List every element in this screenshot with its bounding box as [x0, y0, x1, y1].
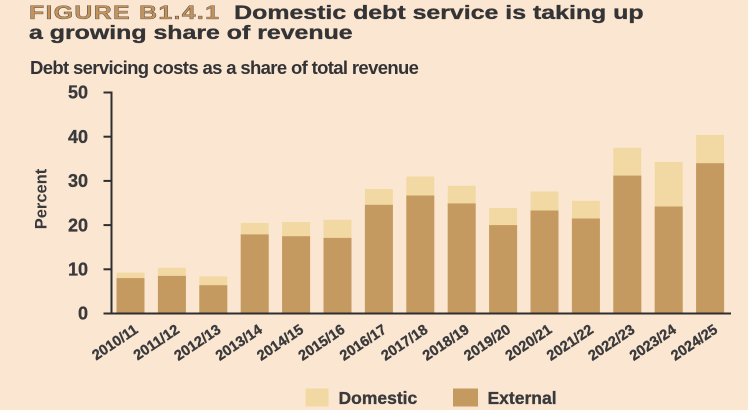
svg-text:2022/23: 2022/23	[586, 322, 638, 365]
svg-text:40: 40	[68, 127, 88, 147]
svg-text:2012/13: 2012/13	[172, 322, 224, 365]
svg-text:2014/15: 2014/15	[254, 322, 306, 365]
svg-text:2019/20: 2019/20	[461, 322, 513, 365]
svg-text:External: External	[488, 388, 557, 408]
svg-text:2016/17: 2016/17	[337, 322, 389, 365]
svg-text:0: 0	[78, 304, 88, 324]
svg-text:10: 10	[68, 260, 88, 280]
svg-text:Domestic: Domestic	[339, 388, 418, 408]
svg-text:2013/14: 2013/14	[213, 322, 265, 365]
svg-text:2010/11: 2010/11	[89, 322, 141, 364]
svg-text:2020/21: 2020/21	[503, 322, 555, 365]
svg-text:2024/25: 2024/25	[668, 322, 720, 365]
svg-text:2023/24: 2023/24	[627, 322, 679, 365]
svg-text:30: 30	[68, 171, 88, 191]
svg-text:20: 20	[68, 215, 88, 235]
svg-text:50: 50	[68, 83, 88, 103]
svg-text:Percent: Percent	[33, 168, 51, 229]
svg-text:2018/19: 2018/19	[420, 322, 472, 365]
svg-text:2021/22: 2021/22	[544, 322, 596, 365]
svg-text:2015/16: 2015/16	[296, 322, 348, 365]
svg-text:2017/18: 2017/18	[379, 322, 431, 365]
